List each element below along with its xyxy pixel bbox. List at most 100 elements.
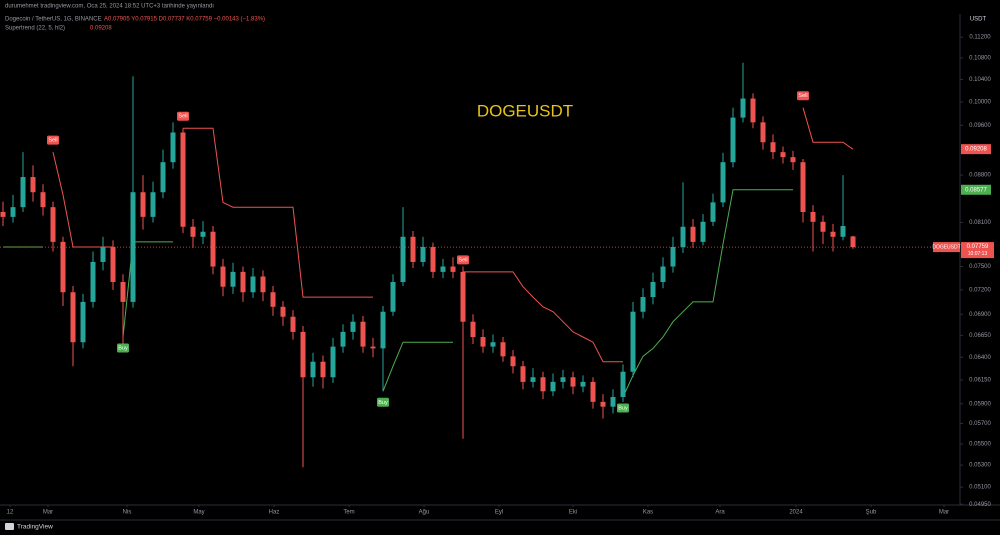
candle-body — [820, 221, 826, 232]
candle-body — [280, 306, 286, 317]
signal-box — [617, 403, 629, 413]
candle-body — [210, 231, 216, 267]
candle-body — [840, 226, 846, 237]
candle-body — [770, 142, 776, 153]
candle-body — [190, 226, 196, 237]
candle-body — [20, 177, 26, 208]
supertrend-tag: 0.09208 — [965, 147, 987, 153]
price-tag: 0.07759 — [967, 244, 989, 250]
x-tick-label: Tem — [343, 510, 354, 516]
candle-body — [570, 377, 576, 387]
y-tick-label: 0.06400 — [969, 355, 991, 361]
candle-body — [140, 192, 146, 217]
candle-body — [510, 356, 516, 367]
x-tick-label: Nis — [123, 510, 132, 516]
candle-body — [490, 342, 496, 347]
x-tick-label: Mar — [43, 510, 53, 516]
header: durumehmet tradingview.com, Oca 25, 2024… — [5, 4, 214, 10]
candle-body — [670, 247, 676, 267]
supertrend-tag: 0.08577 — [965, 187, 987, 193]
signal-label: Buy — [378, 400, 388, 406]
y-tick-label: 0.06650 — [969, 333, 991, 339]
candle-body — [360, 321, 366, 347]
ohlc: A0.07905 Y0.07915 D0.07737 K0.07759 −0.0… — [104, 17, 265, 23]
indicator: Supertrend (22, 5, hl2) — [5, 26, 65, 32]
signal-box — [377, 397, 389, 407]
signal-label: Sell — [178, 114, 187, 120]
y-tick-label: 0.06900 — [969, 312, 991, 318]
indicator-value: 0.09208 — [90, 26, 112, 32]
candle-body — [170, 132, 176, 163]
candle-body — [270, 292, 276, 307]
candle-body — [460, 271, 466, 322]
y-tick-label: 0.07500 — [969, 264, 991, 270]
y-tick-label: 0.07200 — [969, 287, 991, 293]
signal-box — [47, 135, 59, 145]
candle-body — [420, 247, 426, 262]
y-tick-label: 0.05900 — [969, 401, 991, 407]
x-tick-label: Mar — [939, 510, 949, 516]
signal-label: Sell — [458, 257, 467, 263]
candle-body — [580, 381, 586, 387]
candle-body — [800, 162, 806, 212]
candle-body — [330, 346, 336, 378]
candle-body — [400, 236, 406, 282]
candle-body — [250, 276, 256, 293]
axis-unit[interactable]: USDT — [970, 17, 987, 23]
logo: TradingView — [17, 524, 53, 531]
candle-body — [70, 292, 76, 343]
x-tick-label: Haz — [269, 510, 280, 516]
candle-body — [610, 397, 616, 407]
x-tick-label: 2024 — [789, 510, 803, 516]
x-tick-label: Kas — [643, 510, 653, 516]
candle-body — [470, 321, 476, 338]
signal-label: Buy — [118, 345, 128, 351]
candle-body — [700, 221, 706, 242]
signal-label: Sell — [798, 93, 807, 99]
candle-body — [630, 311, 636, 372]
candle-body — [480, 337, 486, 347]
candle-body — [30, 177, 36, 193]
signal-box — [177, 111, 189, 121]
candle-body — [120, 281, 126, 302]
candle-body — [230, 271, 236, 287]
candle-body — [680, 226, 686, 248]
candle-body — [690, 226, 696, 242]
candle-body — [710, 202, 716, 222]
candle-body — [200, 231, 206, 237]
candle-body — [350, 321, 356, 332]
candle-body — [500, 342, 506, 357]
candle-body — [530, 377, 536, 382]
candle-body — [80, 301, 86, 343]
candle-body — [720, 162, 726, 203]
plot-area: Sell Buy Sell Buy Sell Buy Sell — [0, 62, 856, 468]
signal-label: Sell — [48, 138, 57, 144]
candle-body — [10, 207, 16, 217]
candle-body — [60, 241, 66, 293]
symbol-line: Dogecoin / TetherUS, 1G, BINANCE — [5, 17, 102, 23]
y-tick-label: 0.11200 — [969, 35, 991, 41]
candle-body — [380, 311, 386, 349]
candle-body — [620, 371, 626, 398]
price-tag-box — [961, 242, 994, 259]
y-tick-label: 0.05700 — [969, 421, 991, 427]
y-tick-label: 0.08100 — [969, 220, 991, 226]
candle-body — [150, 192, 156, 217]
candle-body — [240, 271, 246, 293]
candle-body — [370, 346, 376, 349]
x-tick-label: Ara — [715, 510, 725, 516]
signal-box — [117, 343, 129, 353]
y-tick-label: 0.06150 — [969, 378, 991, 384]
symbol-tag-box — [933, 242, 960, 253]
x-tick-label: 12 — [7, 510, 14, 516]
candle-body — [850, 236, 856, 248]
candle-body — [180, 132, 186, 227]
y-tick-label: 0.10800 — [969, 56, 991, 62]
x-tick-label: May — [193, 510, 204, 516]
supertrend-line — [52, 107, 854, 363]
candle-body — [410, 236, 416, 262]
y-tick-label: 0.10400 — [969, 77, 991, 83]
candle-body — [780, 152, 786, 158]
